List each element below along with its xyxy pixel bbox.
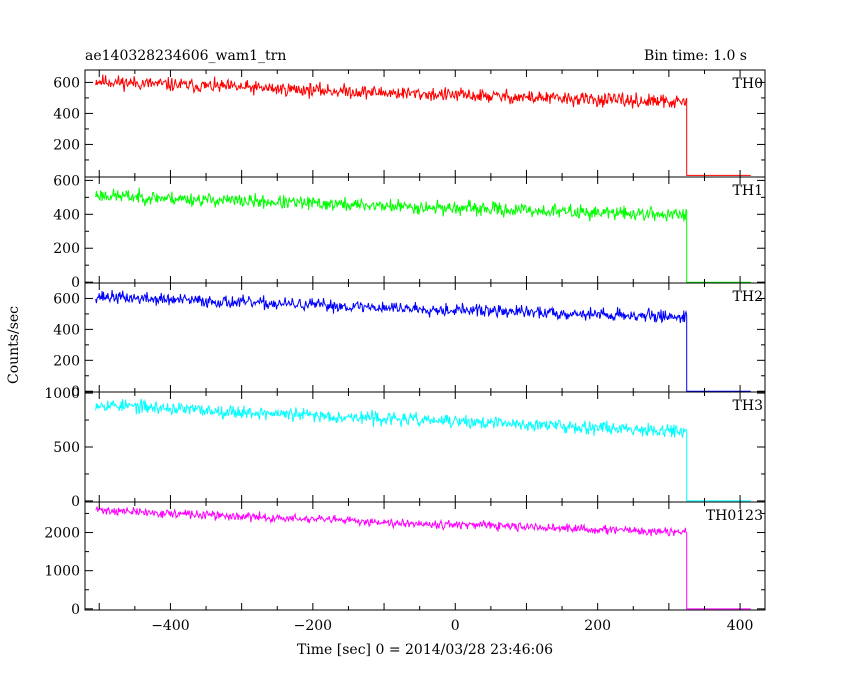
y-tick-label: 2000: [44, 526, 80, 542]
panel-th2: 0 200 400 600 TH2: [53, 282, 766, 400]
panel-th1: 0 200 400 600 TH1: [53, 173, 766, 291]
y-tick-label: 200: [53, 137, 80, 153]
y-tick-label: 0: [71, 384, 80, 400]
y-tick-label: 1000: [44, 386, 80, 402]
panel-label-th2: TH2: [733, 289, 763, 305]
series-line-th2: [95, 290, 751, 392]
panel-frame: [84, 501, 766, 611]
x-tick-label: 0: [451, 618, 460, 634]
bin-time-label: Bin time: 1.0 s: [644, 48, 747, 64]
y-tick-label: 500: [53, 440, 80, 456]
panel-label-th3: TH3: [733, 398, 763, 414]
y-tick-label: 400: [53, 106, 80, 122]
panel-th0: 200 400 600 TH0: [53, 69, 766, 178]
panel-label-th0123: TH0123: [706, 508, 763, 524]
panel-th3: 0 500 1000 TH3: [44, 386, 766, 510]
y-tick-label: 600: [53, 291, 80, 307]
series-line-th0: [95, 74, 751, 176]
y-axis-label: Counts/sec: [6, 306, 22, 384]
series-line-th0123: [95, 506, 751, 610]
x-tick-label: 400: [727, 618, 754, 634]
panel-th0123: 0 1000 2000 TH0123: [44, 501, 766, 618]
x-tick-label: −200: [294, 618, 332, 634]
panel-frame: [84, 282, 766, 393]
x-tick-labels: −400 −200 0 200 400: [151, 618, 753, 634]
panel-label-th1: TH1: [733, 183, 763, 199]
x-tick-label: 200: [584, 618, 611, 634]
y-tick-label: 200: [53, 353, 80, 369]
series-line-th1: [95, 187, 751, 283]
panel-label-th0: TH0: [733, 76, 763, 92]
y-tick-label: 0: [71, 602, 80, 618]
x-tick-label: −400: [151, 618, 189, 634]
y-tick-label: 0: [71, 275, 80, 291]
chart-title: ae140328234606_wam1_trn: [85, 48, 286, 64]
x-axis-label: Time [sec] 0 = 2014/03/28 23:46:06: [297, 642, 553, 658]
y-tick-label: 400: [53, 322, 80, 338]
series-line-th3: [95, 398, 751, 502]
panel-frame: [84, 391, 766, 503]
y-tick-label: 200: [53, 241, 80, 257]
panels: 200 400 600 TH0 0 200 400 600 TH1 0 200 400 600 TH2 0 5…: [44, 69, 766, 618]
y-tick-label: 400: [53, 207, 80, 223]
y-tick-label: 600: [53, 173, 80, 189]
y-tick-label: 1000: [44, 564, 80, 580]
y-tick-label: 0: [71, 494, 80, 510]
panel-frame: [84, 176, 766, 284]
y-tick-label: 600: [53, 75, 80, 91]
